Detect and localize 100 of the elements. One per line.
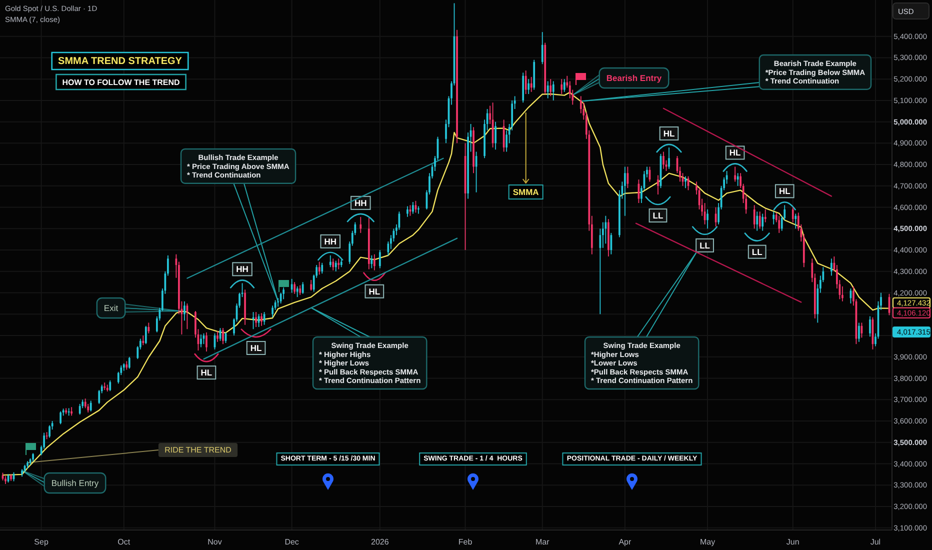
candlestick — [502, 119, 505, 152]
candlestick — [662, 151, 664, 170]
candlestick — [794, 213, 797, 230]
candlestick — [184, 300, 186, 322]
candlestick — [869, 316, 871, 338]
candlestick — [563, 78, 566, 92]
annotation: LL — [752, 246, 762, 257]
x-tick-label: Sep — [34, 538, 49, 546]
annotation: HL — [368, 286, 380, 296]
x-tick-label: Jun — [786, 538, 800, 546]
candlestick — [338, 258, 340, 270]
candlestick — [68, 408, 70, 416]
candlestick — [216, 330, 218, 342]
annotation: Bearish Entry — [606, 73, 662, 83]
candlestick — [302, 282, 304, 294]
candlestick — [756, 211, 758, 232]
candlestick — [360, 216, 362, 234]
candlestick — [48, 424, 50, 438]
x-tick-label: Mar — [535, 538, 550, 546]
candlestick — [624, 166, 626, 216]
candlestick — [90, 400, 92, 412]
candlestick — [764, 208, 766, 223]
candlestick — [296, 286, 298, 298]
candlestick — [370, 254, 373, 269]
candlestick — [299, 284, 302, 296]
annotation: HOW TO FOLLOW THE TREND — [62, 78, 180, 86]
candlestick — [255, 312, 257, 328]
candlestick — [528, 78, 530, 94]
candlestick — [406, 206, 408, 218]
x-tick-label: Apr — [618, 538, 632, 546]
candlestick — [772, 211, 775, 225]
candlestick — [550, 78, 552, 97]
candlestick — [84, 398, 86, 409]
annotation: HL — [663, 128, 675, 138]
candlestick — [560, 78, 563, 94]
candlestick — [792, 206, 794, 223]
candlestick — [60, 410, 62, 425]
candlestick — [418, 206, 420, 214]
x-tick-label: Oct — [118, 538, 131, 546]
candlestick — [222, 328, 224, 345]
candlestick — [546, 80, 549, 99]
candlestick — [668, 147, 670, 170]
candlestick — [610, 232, 612, 255]
candlestick — [128, 356, 130, 370]
x-tick-label: Feb — [458, 538, 473, 546]
candlestick — [604, 215, 607, 244]
candlestick — [552, 80, 554, 101]
annotation: HH — [236, 264, 248, 274]
annotation: HL — [250, 342, 262, 353]
candlestick — [144, 325, 147, 345]
candlestick — [753, 204, 756, 230]
annotation: SMMA TREND STRATEGY — [58, 56, 182, 66]
candlestick — [778, 215, 780, 234]
annotation: SMMA — [512, 187, 539, 197]
candlestick — [524, 70, 527, 94]
candlestick — [530, 76, 532, 92]
candlestick — [200, 334, 202, 348]
candlestick — [321, 262, 324, 274]
annotation: LL — [700, 240, 710, 250]
candlestick — [78, 403, 81, 416]
candlestick — [858, 322, 860, 342]
annotation: HH — [354, 198, 367, 208]
x-tick-label: Nov — [208, 538, 222, 546]
candlestick — [46, 432, 48, 440]
candlestick — [334, 260, 337, 272]
annotation: HH — [324, 236, 337, 246]
candlestick — [758, 211, 761, 230]
candlestick — [373, 254, 376, 271]
candlestick — [109, 380, 112, 392]
x-tick-label: 2026 — [371, 538, 390, 546]
annotation: LL — [652, 210, 664, 220]
candlestick — [541, 32, 544, 65]
candlestick — [657, 174, 659, 195]
candlestick — [736, 172, 739, 186]
candlestick — [329, 254, 332, 268]
candlestick — [378, 250, 381, 269]
annotation: Exit — [104, 303, 119, 313]
candlestick — [318, 261, 320, 276]
candlestick — [412, 202, 414, 214]
candlestick — [494, 121, 496, 150]
candlestick — [684, 176, 686, 189]
candlestick — [310, 280, 312, 292]
candlestick — [332, 258, 334, 271]
candlestick — [734, 166, 736, 182]
candlestick — [142, 335, 144, 346]
annotation: RIDE THE TREND — [164, 446, 232, 454]
candlestick — [282, 286, 285, 300]
x-tick-label: Dec — [284, 538, 299, 546]
x-tick-label: May — [700, 538, 716, 546]
candlestick — [830, 258, 832, 276]
annotation: HL — [729, 148, 741, 158]
candlestick — [706, 208, 708, 230]
candlestick — [206, 332, 208, 352]
candlestick — [260, 312, 262, 326]
annotation: Bullish Entry — [51, 478, 100, 488]
candlestick — [762, 213, 764, 232]
annotation: HL — [778, 186, 790, 196]
candlestick — [290, 278, 293, 294]
annotation: HL — [200, 368, 212, 378]
x-tick-label: Jul — [870, 538, 881, 546]
